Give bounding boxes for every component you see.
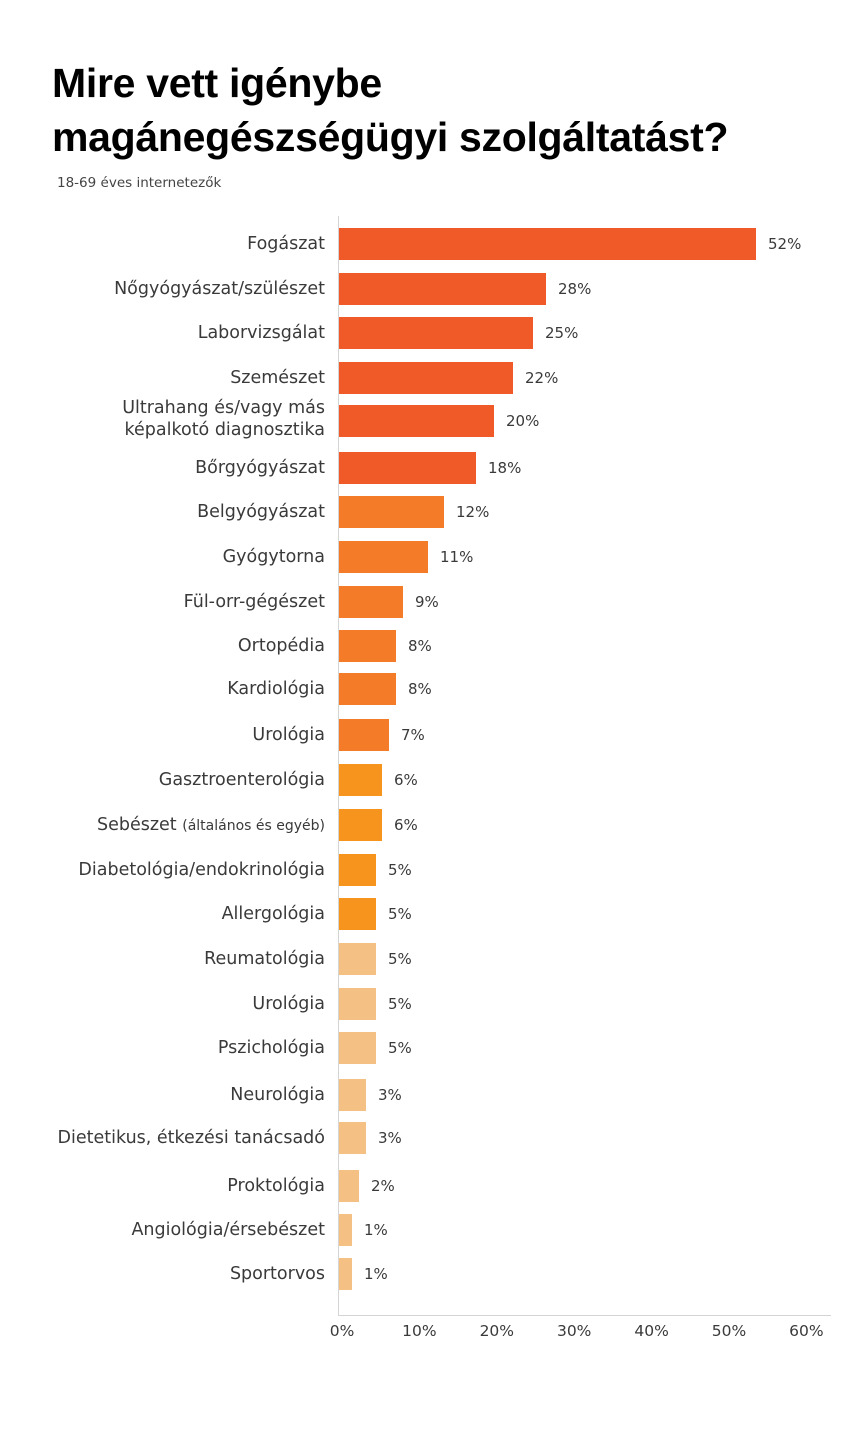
- value-label: 5%: [388, 995, 412, 1013]
- category-label: Gasztroenterológia: [158, 770, 325, 790]
- bar: [339, 496, 444, 528]
- category-label: Pszichológia: [217, 1038, 325, 1058]
- category-label: Urológia: [252, 725, 325, 745]
- bar: [339, 362, 513, 394]
- bar: [339, 943, 376, 975]
- value-label: 5%: [388, 905, 412, 923]
- bar: [339, 898, 376, 930]
- value-label: 8%: [408, 637, 432, 655]
- category-label-line-2: képalkotó diagnosztika: [124, 420, 326, 440]
- x-tick-label: 10%: [402, 1322, 437, 1340]
- value-label: 5%: [388, 950, 412, 968]
- x-tick-label: 50%: [711, 1322, 747, 1340]
- chart-title: Mire vett igénybe magánegészségügyi szol…: [52, 56, 832, 164]
- bar: [339, 988, 376, 1020]
- bar: [339, 764, 382, 796]
- value-label: 6%: [394, 771, 418, 789]
- category-label: Laborvizsgálat: [197, 323, 325, 343]
- category-label: Reumatológia: [204, 949, 325, 969]
- bar: [339, 586, 403, 618]
- value-label: 6%: [394, 816, 418, 834]
- bar: [339, 273, 546, 305]
- category-label: Angiológia/érsebészet: [131, 1220, 325, 1240]
- category-label: Fül-orr-gégészet: [183, 592, 325, 612]
- value-label: 28%: [558, 280, 592, 298]
- bar: [339, 228, 756, 260]
- category-label: Urológia: [252, 994, 325, 1014]
- category-label-line-1: Ultrahang és/vagy más: [122, 398, 325, 418]
- value-label: 5%: [388, 1039, 412, 1057]
- category-label: Neurológia: [230, 1085, 325, 1105]
- x-tick-label: 40%: [634, 1322, 669, 1340]
- bar: [339, 1122, 366, 1154]
- bar: [339, 1214, 352, 1246]
- category-label: Fogászat: [247, 234, 325, 254]
- category-label: Belgyógyászat: [197, 502, 325, 522]
- category-label: Szemészet: [230, 368, 325, 388]
- value-label: 1%: [364, 1221, 388, 1239]
- value-label: 18%: [488, 459, 522, 477]
- category-label: Dietetikus, étkezési tanácsadó: [57, 1128, 325, 1148]
- category-label: Proktológia: [227, 1176, 325, 1196]
- bar: [339, 1032, 376, 1064]
- category-label: Gyógytorna: [222, 547, 325, 567]
- bar: [339, 1258, 352, 1290]
- value-label: 9%: [415, 593, 439, 611]
- x-tick-label: 60%: [789, 1322, 824, 1340]
- value-label: 2%: [371, 1177, 395, 1195]
- value-label: 5%: [388, 861, 412, 879]
- bar: [339, 317, 533, 349]
- category-label: Allergológia: [221, 904, 325, 924]
- value-label: 52%: [768, 235, 802, 253]
- category-label: Sportorvos: [229, 1264, 325, 1284]
- bar: [339, 1079, 366, 1111]
- plot-area: [338, 216, 831, 1316]
- category-label: Diabetológia/endokrinológia: [78, 860, 325, 880]
- category-label-note: (általános és egyéb): [182, 818, 325, 834]
- value-label: 1%: [364, 1265, 388, 1283]
- chart-title-line-2: magánegészségügyi szolgáltatást?: [52, 114, 729, 160]
- value-label: 3%: [378, 1129, 402, 1147]
- bar: [339, 854, 376, 886]
- category-label: Ultrahang és/vagy más képalkotó diagnoszt…: [122, 397, 325, 441]
- bar: [339, 719, 389, 751]
- category-label-main: Sebészet: [96, 815, 183, 835]
- category-label: Bőrgyógyászat: [195, 458, 325, 478]
- value-label: 3%: [378, 1086, 402, 1104]
- value-label: 20%: [506, 412, 540, 430]
- bar: [339, 673, 396, 705]
- bar: [339, 541, 428, 573]
- bar: [339, 1170, 359, 1202]
- bar: [339, 452, 476, 484]
- value-label: 8%: [408, 680, 432, 698]
- value-label: 22%: [525, 369, 559, 387]
- x-tick-label: 0%: [329, 1322, 355, 1340]
- bar: [339, 809, 382, 841]
- category-label: Kardiológia: [227, 679, 325, 699]
- category-label: Sebészet (általános és egyéb): [97, 814, 325, 837]
- chart-subtitle: 18-69 éves internetezők: [57, 175, 222, 191]
- category-label: Nőgyógyászat/szülészet: [114, 279, 325, 299]
- category-label: Ortopédia: [237, 636, 325, 656]
- bar: [339, 405, 494, 437]
- value-label: 25%: [545, 324, 579, 342]
- x-tick-label: 30%: [556, 1322, 592, 1340]
- bar: [339, 630, 396, 662]
- value-label: 7%: [401, 726, 425, 744]
- chart-title-line-1: Mire vett igénybe: [52, 60, 382, 106]
- value-label: 11%: [440, 548, 474, 566]
- x-tick-label: 20%: [479, 1322, 515, 1340]
- value-label: 12%: [456, 503, 490, 521]
